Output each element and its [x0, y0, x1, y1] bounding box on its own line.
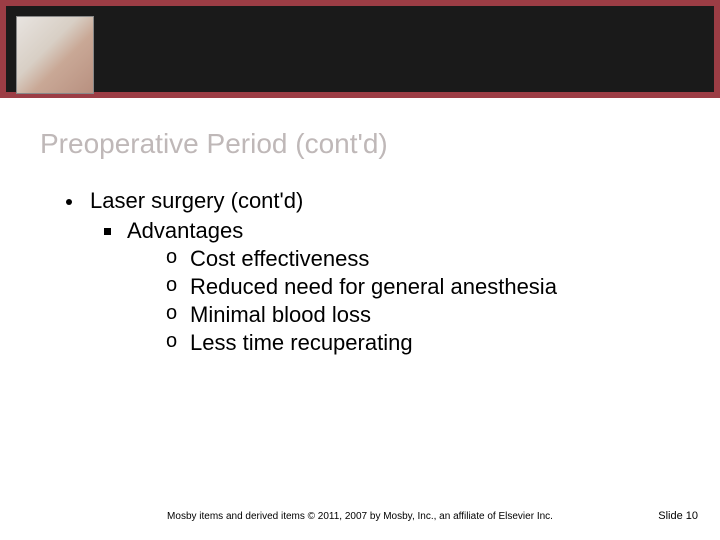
o-marker-icon: o [166, 330, 190, 353]
bullet-dot-icon [66, 199, 72, 205]
bullet-level2: Advantages [104, 218, 666, 244]
list-item: o Reduced need for general anesthesia [166, 274, 666, 300]
sub-block: Advantages o Cost effectiveness o Reduce… [104, 218, 666, 356]
slide-title: Preoperative Period (cont'd) [40, 128, 388, 160]
level3-text: Minimal blood loss [190, 302, 371, 328]
level3-text: Cost effectiveness [190, 246, 369, 272]
level3-text: Less time recuperating [190, 330, 413, 356]
header-band [0, 0, 720, 98]
level3-text: Reduced need for general anesthesia [190, 274, 557, 300]
slide-number: Slide 10 [658, 510, 698, 522]
o-marker-icon: o [166, 246, 190, 269]
bullet-square-icon [104, 228, 111, 235]
o-marker-icon: o [166, 302, 190, 325]
header-thumbnail [16, 16, 94, 94]
copyright-text: Mosby items and derived items © 2011, 20… [0, 511, 720, 522]
list-item: o Minimal blood loss [166, 302, 666, 328]
header-inner [6, 6, 714, 92]
bullet-level1: Laser surgery (cont'd) [66, 188, 666, 214]
level2-text: Advantages [127, 218, 243, 244]
list-item: o Cost effectiveness [166, 246, 666, 272]
level1-text: Laser surgery (cont'd) [90, 188, 303, 214]
content-body: Laser surgery (cont'd) Advantages o Cost… [66, 188, 666, 358]
list-item: o Less time recuperating [166, 330, 666, 356]
o-list: o Cost effectiveness o Reduced need for … [166, 246, 666, 356]
o-marker-icon: o [166, 274, 190, 297]
